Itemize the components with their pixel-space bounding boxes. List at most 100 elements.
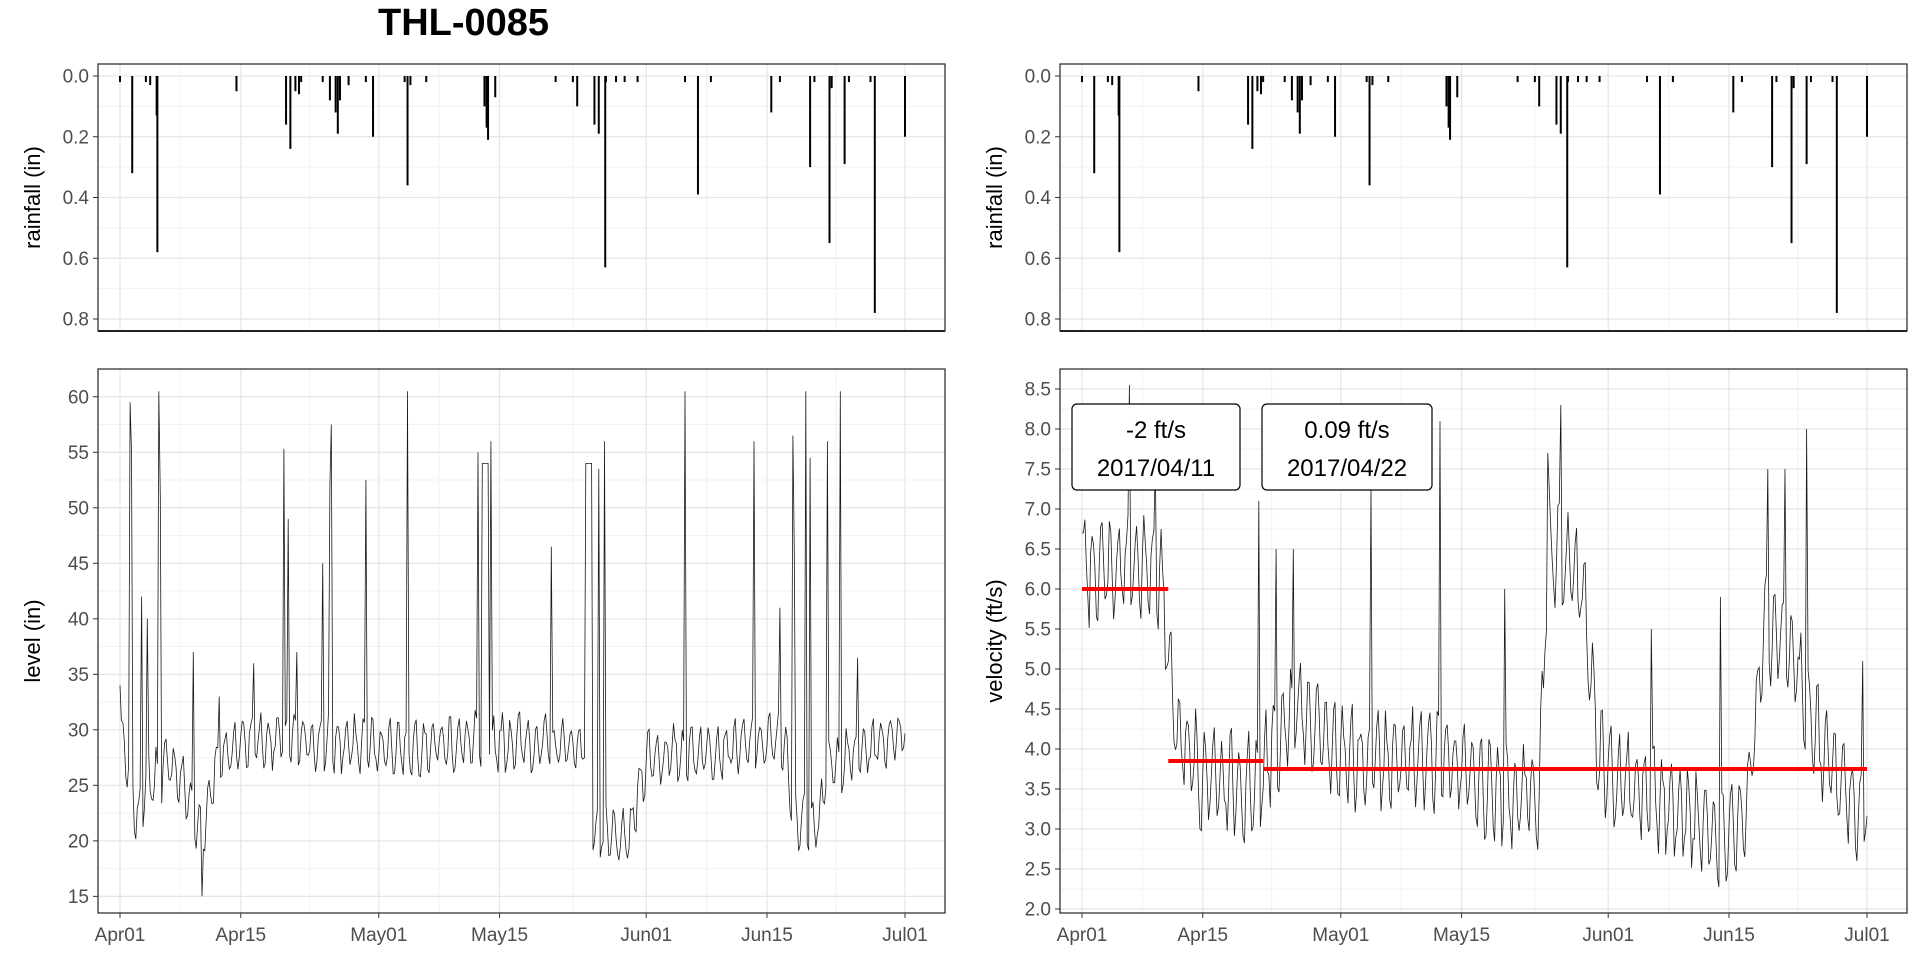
rainfall-bar — [406, 76, 409, 186]
rainfall-bar — [1326, 76, 1329, 83]
y-tick-label: 30 — [68, 720, 89, 741]
plot-background — [98, 369, 945, 913]
x-tick-label: May15 — [471, 925, 528, 946]
rainfall-bar — [1835, 76, 1838, 313]
level-panel: 15 20 25 30 35 40 45 50 55 60 Apr01 Apr15 May01 May15… — [20, 368, 946, 946]
y-axis-title: rainfall (in) — [982, 146, 1007, 249]
rainfall-bar — [809, 76, 812, 168]
rainfall-bar — [1866, 76, 1868, 137]
chart-title: THL-0085 — [378, 2, 550, 44]
rainfall-bar — [770, 76, 773, 113]
y-tick-label: 8.0 — [1025, 420, 1051, 441]
rainfall-bar — [1118, 76, 1121, 253]
velocity-panel: 2.0 2.5 3.0 3.5 4.0 4.5 5.0 5.5 6.0 6.5 7.0 7.5 8.0 8… — [982, 368, 1908, 946]
rainfall-bar — [615, 76, 618, 83]
rainfall-bar — [1251, 76, 1254, 149]
x-tick-label: Jun15 — [1703, 925, 1755, 946]
rainfall-bar — [1516, 76, 1519, 83]
rainfall-bar — [1256, 76, 1259, 92]
rainfall-bar — [1259, 76, 1262, 95]
rainfall-bar — [294, 76, 297, 92]
rainfall-bar — [778, 76, 781, 83]
x-tick-label: May01 — [350, 925, 407, 946]
y-tick-label: 0.4 — [63, 188, 90, 209]
x-tick-label: Jul01 — [1844, 925, 1889, 946]
annotation-label: -2 ft/s 2017/04/11 — [1071, 403, 1241, 491]
rainfall-bar — [1111, 76, 1114, 86]
plot-border — [1059, 63, 1908, 332]
y-tick-label: 0.8 — [63, 310, 89, 331]
annotation-label: 0.09 ft/s 2017/04/22 — [1261, 403, 1433, 491]
rainfall-bar — [235, 76, 238, 92]
annotation-line1: -2 ft/s — [1126, 417, 1186, 444]
y-tick-label: 60 — [68, 387, 89, 408]
rainfall-bar — [636, 76, 639, 83]
rainfall-bar — [1566, 76, 1569, 268]
x-tick-label: May01 — [1312, 925, 1369, 946]
rainfall-bar — [1559, 76, 1562, 134]
rainfall-bar — [372, 76, 375, 137]
rainfall-bar — [1262, 76, 1265, 83]
rainfall-bar — [554, 76, 557, 83]
annotation-line1: 0.09 ft/s — [1304, 417, 1389, 444]
annotation-box — [1071, 403, 1241, 491]
rainfall-bar — [297, 76, 300, 95]
rainfall-bar — [364, 76, 367, 83]
rainfall-bar — [1732, 76, 1735, 113]
rainfall-bar — [119, 76, 121, 83]
rainfall-bar — [843, 76, 846, 165]
rainfall-bar — [869, 76, 872, 83]
series-line — [119, 391, 906, 897]
rainfall-bar — [1671, 76, 1674, 83]
rainfall-bar — [336, 76, 339, 134]
rainfall-bar — [696, 76, 699, 195]
rainfall-bar — [131, 76, 134, 174]
rainfall-bar — [1577, 76, 1580, 83]
rainfall-bar — [1809, 76, 1812, 83]
rainfall-bar — [604, 76, 607, 268]
y-axis-title: velocity (ft/s) — [982, 579, 1007, 702]
y-tick-label: 40 — [68, 609, 89, 630]
plot-border — [1059, 368, 1908, 914]
y-tick-label: 0.6 — [1025, 249, 1051, 270]
rainfall-bar — [1790, 76, 1793, 244]
rainfall-bar — [1445, 76, 1448, 107]
rainfall-bar — [1247, 76, 1250, 125]
y-tick-label: 0.2 — [1025, 127, 1051, 148]
rainfall-bar — [289, 76, 292, 149]
rainfall-bar — [144, 76, 147, 83]
rainfall-bar — [571, 76, 574, 83]
rainfall-bar — [1598, 76, 1601, 83]
rainfall-bar — [1283, 76, 1286, 83]
rainfall-bar — [1197, 76, 1200, 92]
rainfall-bar — [709, 76, 712, 83]
annotation-line2: 2017/04/22 — [1287, 455, 1407, 482]
y-tick-label: 0.0 — [63, 67, 89, 88]
rainfall-panel-right: 0.0 0.2 0.4 0.6 0.8 rainfall (in) — [982, 63, 1908, 332]
rainfall-bar — [623, 76, 626, 83]
rainfall-bar — [1449, 76, 1452, 140]
y-tick-label: 50 — [68, 498, 89, 519]
rainfall-bar — [813, 76, 816, 83]
annotation-box — [1261, 403, 1433, 491]
rainfall-bar — [830, 76, 833, 89]
rainfall-bar — [1296, 76, 1299, 113]
y-tick-label: 7.5 — [1025, 460, 1051, 481]
rainfall-bar — [347, 76, 350, 86]
plot-border — [97, 368, 946, 914]
rainfall-bar — [487, 76, 490, 140]
rainfall-bar — [847, 76, 850, 83]
rainfall-bar — [1368, 76, 1371, 186]
rainfall-bar — [1365, 76, 1368, 83]
rainfall-bar — [1538, 76, 1541, 107]
y-tick-label: 6.0 — [1025, 580, 1051, 601]
y-tick-label: 4.0 — [1025, 740, 1051, 761]
series-line — [1081, 384, 1868, 888]
y-tick-label: 6.5 — [1025, 540, 1051, 561]
rainfall-bar — [1106, 76, 1109, 83]
rainfall-bar — [409, 76, 412, 86]
rainfall-bar — [1387, 76, 1390, 83]
y-tick-label: 20 — [68, 831, 89, 852]
x-tick-label: Apr15 — [215, 925, 266, 946]
rainfall-bar — [1740, 76, 1743, 83]
